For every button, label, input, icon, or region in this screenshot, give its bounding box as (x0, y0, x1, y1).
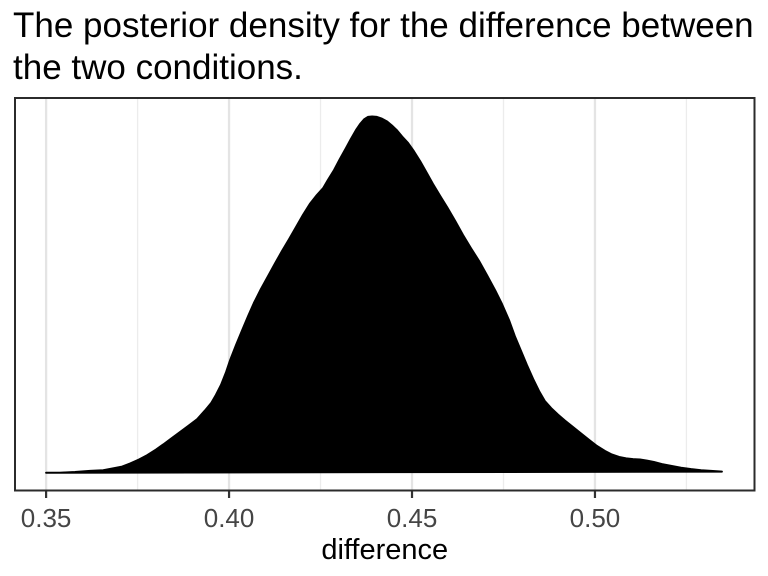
panel-border (14, 97, 756, 492)
x-axis-title: difference (321, 534, 449, 566)
x-tick-label: 0.50 (569, 503, 621, 533)
plot-title: The posterior density for the difference… (13, 5, 765, 89)
x-tick-label: 0.40 (203, 503, 255, 533)
plot-title-line-2: the two conditions. (13, 48, 303, 87)
plot-title-line-1: The posterior density for the difference… (13, 6, 754, 45)
density-area (45, 115, 723, 474)
x-tick-label: 0.35 (20, 503, 72, 533)
x-tick-label: 0.45 (386, 503, 438, 533)
